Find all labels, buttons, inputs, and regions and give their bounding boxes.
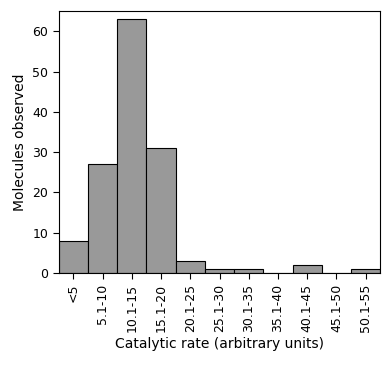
X-axis label: Catalytic rate (arbitrary units): Catalytic rate (arbitrary units) xyxy=(115,337,324,351)
Bar xyxy=(176,261,205,273)
Bar xyxy=(88,164,117,273)
Bar xyxy=(292,265,322,273)
Bar xyxy=(147,148,176,273)
Bar xyxy=(59,241,88,273)
Bar xyxy=(205,269,234,273)
Y-axis label: Molecules observed: Molecules observed xyxy=(13,73,27,211)
Bar xyxy=(234,269,263,273)
Bar xyxy=(117,19,147,273)
Bar xyxy=(351,269,380,273)
